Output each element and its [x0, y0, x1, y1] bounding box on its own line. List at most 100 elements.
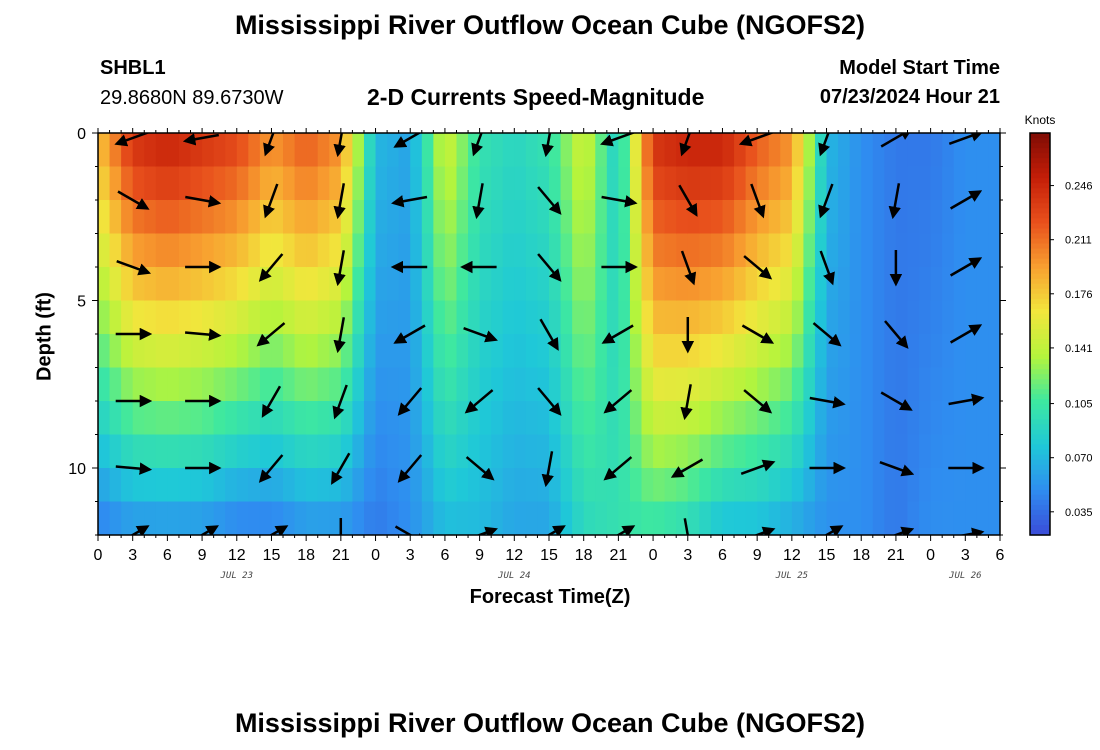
heatmap-cell [930, 300, 943, 335]
heatmap-cell [363, 367, 377, 402]
heatmap-cell [583, 133, 596, 168]
colorbar-segment [1030, 173, 1050, 179]
heatmap-cell [930, 468, 943, 503]
heatmap-cell [410, 267, 423, 302]
heatmap-cell [780, 367, 793, 402]
station-coords: 29.8680N 89.6730W [100, 87, 284, 109]
heatmap-cell [919, 166, 932, 201]
heatmap-cell [953, 300, 966, 335]
heatmap-cell [583, 200, 596, 235]
x-tick-label: 6 [718, 547, 727, 564]
heatmap-cell [352, 367, 365, 402]
heatmap-cell [294, 434, 307, 469]
heatmap-cell [352, 401, 365, 436]
heatmap-cell [121, 267, 134, 302]
heatmap-cell [838, 300, 851, 335]
heatmap-cell [710, 133, 724, 168]
heatmap-cell [225, 334, 238, 369]
heatmap-cell [734, 468, 747, 503]
heatmap-cell [502, 267, 515, 302]
heatmap-cell [387, 401, 400, 436]
heatmap-cell [595, 501, 608, 535]
colorbar-segment [1030, 354, 1050, 360]
heatmap-cell [838, 267, 851, 302]
heatmap-cell [583, 401, 596, 436]
current-vector-arrow [182, 133, 220, 146]
heatmap-cell [213, 468, 226, 503]
heatmap-cell [965, 401, 978, 436]
heatmap-cell [444, 166, 458, 201]
heatmap-cell [641, 233, 654, 268]
heatmap-cell [317, 166, 330, 201]
current-vector-arrow [743, 255, 773, 280]
heatmap-cell [514, 367, 527, 402]
colorbar-segment [1030, 218, 1050, 225]
heatmap-cell [919, 468, 932, 503]
heatmap-cell [375, 233, 388, 268]
heatmap-cell [352, 468, 365, 503]
heatmap-cell [549, 367, 562, 402]
heatmap-cell [167, 267, 180, 302]
heatmap-cell [294, 267, 307, 302]
heatmap-cell [641, 267, 654, 302]
heatmap-cell [491, 334, 504, 369]
heatmap-cell [710, 200, 724, 235]
heatmap-cell [121, 166, 134, 201]
heatmap-cell [456, 468, 469, 503]
heatmap-cell [132, 300, 145, 335]
heatmap-cell [676, 300, 689, 335]
heatmap-cell [826, 434, 839, 469]
heatmap-cell [375, 367, 388, 402]
heatmap-cell [942, 200, 955, 235]
heatmap-cell [479, 401, 492, 436]
heatmap-cell [248, 501, 261, 535]
heatmap-cell [572, 468, 585, 503]
heatmap-cell [340, 133, 354, 168]
heatmap-cell [537, 401, 550, 436]
heatmap-cell [618, 200, 631, 235]
x-tick-label: 21 [332, 547, 350, 564]
current-vector-arrow [884, 320, 909, 349]
colorbar-segment [1030, 228, 1050, 235]
heatmap-cell [178, 166, 192, 201]
heatmap-cell [606, 501, 619, 535]
colorbar-segment [1030, 283, 1050, 290]
colorbar-segment [1030, 328, 1050, 335]
heatmap-cell [930, 267, 943, 302]
heatmap-cell [560, 267, 573, 302]
heatmap-cell [549, 468, 562, 503]
heatmap-cell [861, 166, 874, 201]
colorbar-segment [1030, 168, 1050, 174]
heatmap-cell [502, 468, 515, 503]
heatmap-cell [884, 166, 897, 201]
heatmap-cell [352, 133, 365, 168]
heatmap-cell [479, 200, 492, 235]
current-vector-arrow [679, 133, 692, 157]
heatmap-cell [687, 133, 700, 168]
heatmap-cell [814, 468, 828, 503]
heatmap-cell [294, 334, 307, 369]
heatmap-cell [606, 200, 619, 235]
current-vector-arrow [949, 257, 983, 277]
heatmap-cell [884, 434, 897, 469]
heatmap-cell [549, 233, 562, 268]
heatmap-cell [641, 401, 654, 436]
heatmap-cell [283, 501, 296, 535]
heatmap-cell [502, 334, 515, 369]
heatmap-cell [838, 166, 851, 201]
heatmap-cell [317, 233, 330, 268]
heatmap-cell [838, 233, 851, 268]
heatmap-cell [965, 267, 978, 302]
heatmap-cell [190, 367, 203, 402]
heatmap-cell [294, 166, 307, 201]
heatmap-cell [363, 468, 377, 503]
heatmap-cell [178, 468, 192, 503]
current-vector-arrow [130, 525, 150, 535]
heatmap-cell [734, 267, 747, 302]
heatmap-cell [294, 133, 307, 168]
heatmap-cell [444, 367, 458, 402]
heatmap-cell [699, 434, 712, 469]
heatmap-cell [352, 233, 365, 268]
heatmap-cell [803, 133, 816, 168]
heatmap-cell [502, 434, 515, 469]
